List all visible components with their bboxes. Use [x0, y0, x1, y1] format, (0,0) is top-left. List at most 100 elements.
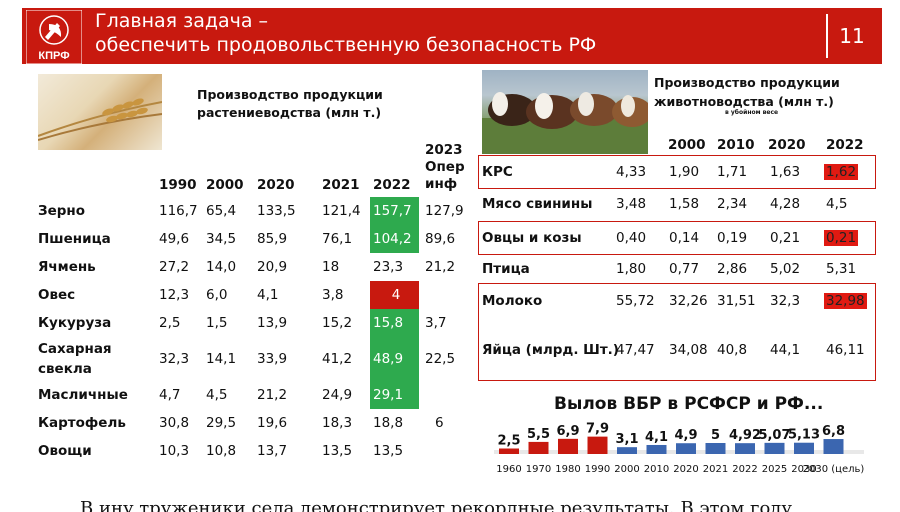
- table-cell: 65,4: [206, 203, 237, 219]
- crop-name: Кукуруза: [38, 315, 112, 331]
- table-cell: 32,26: [669, 293, 708, 309]
- slide-header: [22, 8, 882, 64]
- chart-tick-label: 2021: [703, 464, 728, 475]
- crop-col-2020: 2020: [257, 177, 295, 193]
- table-cell-highlight-red: 32,98: [824, 293, 867, 309]
- table-cell: 18: [322, 259, 340, 275]
- table-row: Пшеница 49,6 34,5 85,9 76,1 104,2 89,6: [38, 225, 471, 253]
- table-cell: 1,71: [717, 164, 748, 180]
- table-cell: 30,8: [159, 415, 190, 431]
- livestock-col-2022: 2022: [826, 137, 864, 153]
- table-cell: 41,2: [322, 351, 353, 367]
- chart-bar: [735, 443, 755, 454]
- table-cell: 34,08: [669, 342, 708, 358]
- table-cell: 20,9: [257, 259, 288, 275]
- chart-tick-label: 2025: [762, 464, 787, 475]
- chart-tick-label: 2030 (цель): [803, 464, 865, 475]
- title-line-2: обеспечить продовольственную безопасност…: [95, 34, 597, 56]
- table-cell: 1,90: [669, 164, 700, 180]
- table-cell: 4,28: [770, 196, 801, 212]
- livestock-heading-line1: Производство продукции: [654, 75, 840, 90]
- crop-name-line1: Сахарная: [38, 341, 112, 357]
- chart-bar: [558, 438, 578, 454]
- table-cell: 46,11: [826, 342, 865, 358]
- table-cell: 2,86: [717, 261, 748, 277]
- table-cell: 0,19: [717, 230, 748, 246]
- highlight-box-krs: [478, 155, 876, 189]
- crop-col-2023: 2023 Опер инф: [419, 135, 471, 197]
- crop-col-2022: 2022: [373, 177, 411, 193]
- chart-tick-label: 2020: [673, 464, 698, 475]
- crop-col-1990: 1990: [159, 177, 197, 193]
- livestock-name: Молоко: [482, 293, 543, 309]
- table-cell: 14,0: [206, 259, 237, 275]
- table-cell: 47,47: [616, 342, 655, 358]
- table-cell: 4,1: [257, 287, 279, 303]
- table-cell: 40,8: [717, 342, 748, 358]
- crop-name: Сахарная свекла: [38, 337, 159, 381]
- table-cell: 0,14: [669, 230, 700, 246]
- livestock-name: Яйца (млрд. Шт.): [482, 342, 619, 358]
- table-cell: 76,1: [322, 231, 353, 247]
- table-row: Кукуруза 2,5 1,5 13,9 15,2 15,8 3,7: [38, 309, 471, 337]
- table-cell: 33,9: [257, 351, 288, 367]
- table-cell: 55,72: [616, 293, 655, 309]
- chart-bar: [794, 442, 814, 454]
- table-cell: 32,3: [159, 351, 190, 367]
- table-cell: 4,7: [159, 387, 181, 403]
- crop-production-table: 1990 2000 2020 2021 2022 2023 Опер инф З…: [38, 135, 471, 465]
- table-cell: 3,48: [616, 196, 647, 212]
- chart-data-label: 5: [711, 428, 720, 443]
- table-cell: 2,34: [717, 196, 748, 212]
- crop-col-2023-line3: инф: [425, 176, 458, 192]
- table-cell-highlight-red: 4: [370, 281, 419, 309]
- party-logo: КПРФ: [26, 10, 82, 64]
- livestock-heading-line2: животноводства (млн т.): [654, 94, 834, 109]
- table-cell: 3,7: [425, 315, 447, 331]
- chart-tick-label: 1990: [585, 464, 610, 475]
- table-cell: 0,77: [669, 261, 700, 277]
- chart-bar: [705, 443, 726, 454]
- table-cell: 121,4: [322, 203, 361, 219]
- table-cell: 18,3: [322, 415, 353, 431]
- table-cell: 0,21: [770, 230, 801, 246]
- logo-text: КПРФ: [38, 50, 69, 62]
- table-cell: 4,5: [826, 196, 848, 212]
- table-cell: 0,40: [616, 230, 647, 246]
- chart-bar: [617, 447, 637, 454]
- table-cell: 3,8: [322, 287, 344, 303]
- table-cell: 13,9: [257, 315, 288, 331]
- chart-data-label: 5,07: [758, 428, 790, 443]
- table-cell: 15,2: [322, 315, 353, 331]
- table-cell: 34,5: [206, 231, 237, 247]
- table-cell: 29,5: [206, 415, 237, 431]
- table-cell: 5,02: [770, 261, 801, 277]
- table-cell-highlight-green: 48,9: [370, 337, 419, 381]
- table-cell: 1,63: [770, 164, 801, 180]
- crop-table-header: 1990 2000 2020 2021 2022 2023 Опер инф: [38, 135, 471, 197]
- table-cell: 4,33: [616, 164, 647, 180]
- table-cell: 12,3: [159, 287, 190, 303]
- chart-tick-label: 2022: [732, 464, 757, 475]
- chart-data-label: 5,13: [788, 428, 820, 443]
- cows-photo: [482, 70, 648, 154]
- table-cell: 10,3: [159, 443, 190, 459]
- crop-name: Овощи: [38, 443, 92, 459]
- chart-tick-label: 1980: [555, 464, 580, 475]
- chart-data-label: 7,9: [586, 422, 609, 437]
- chart-bar: [587, 436, 608, 454]
- table-cell: 13,5: [322, 443, 353, 459]
- table-cell: 13,5: [373, 443, 404, 459]
- table-cell: 10,8: [206, 443, 237, 459]
- table-cell: 14,1: [206, 351, 237, 367]
- table-cell: 5,31: [826, 261, 857, 277]
- chart-data-label: 2,5: [497, 434, 520, 449]
- table-cell: 6,0: [206, 287, 228, 303]
- table-cell-highlight-red: 1,62: [824, 164, 859, 180]
- table-cell-highlight-green: 15,8: [370, 309, 419, 337]
- table-cell: 27,2: [159, 259, 190, 275]
- chart-data-label: 6,9: [556, 424, 579, 439]
- table-row: Ячмень 27,2 14,0 20,9 18 23,3 21,2: [38, 253, 471, 281]
- livestock-col-2000: 2000: [668, 137, 706, 153]
- table-cell: [419, 381, 471, 409]
